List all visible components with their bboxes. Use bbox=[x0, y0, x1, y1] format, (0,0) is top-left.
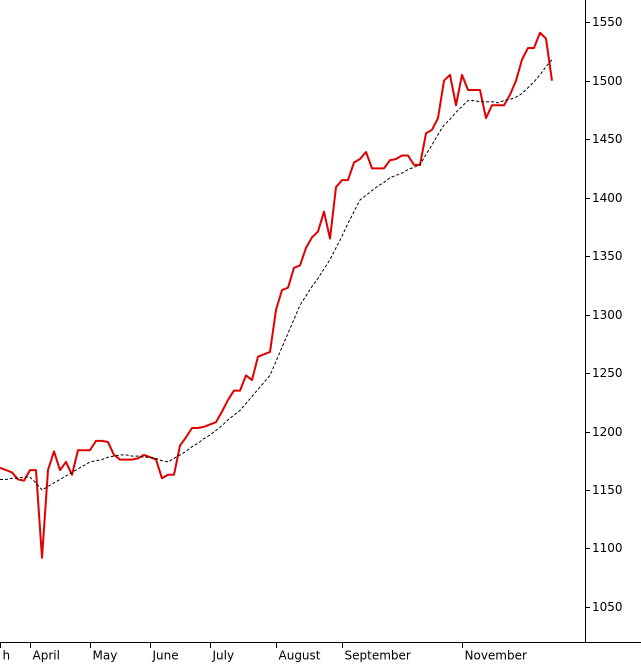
x-tick-label: September bbox=[345, 649, 411, 663]
y-tick-label: 1350 bbox=[592, 249, 623, 263]
y-tick-label: 1200 bbox=[592, 425, 623, 439]
y-tick-label: 1300 bbox=[592, 308, 623, 322]
y-tick-label: 1050 bbox=[592, 600, 623, 614]
y-tick-label: 1150 bbox=[592, 483, 623, 497]
y-tick-label: 1100 bbox=[592, 541, 623, 555]
series-line bbox=[0, 31, 553, 559]
series-line bbox=[0, 59, 553, 491]
x-tick-label: July bbox=[212, 649, 235, 663]
y-tick-label: 1400 bbox=[592, 191, 623, 205]
y-tick-label: 1500 bbox=[592, 74, 623, 88]
x-tick-label: April bbox=[33, 649, 60, 663]
x-tick-label: November bbox=[465, 649, 527, 663]
x-tick-label: August bbox=[279, 649, 321, 663]
x-tick-label: h bbox=[3, 649, 11, 663]
y-tick-label: 1550 bbox=[592, 15, 623, 29]
x-tick-label: May bbox=[93, 649, 118, 663]
y-tick-label: 1450 bbox=[592, 132, 623, 146]
x-tick-label: June bbox=[152, 649, 179, 663]
y-tick-label: 1250 bbox=[592, 366, 623, 380]
